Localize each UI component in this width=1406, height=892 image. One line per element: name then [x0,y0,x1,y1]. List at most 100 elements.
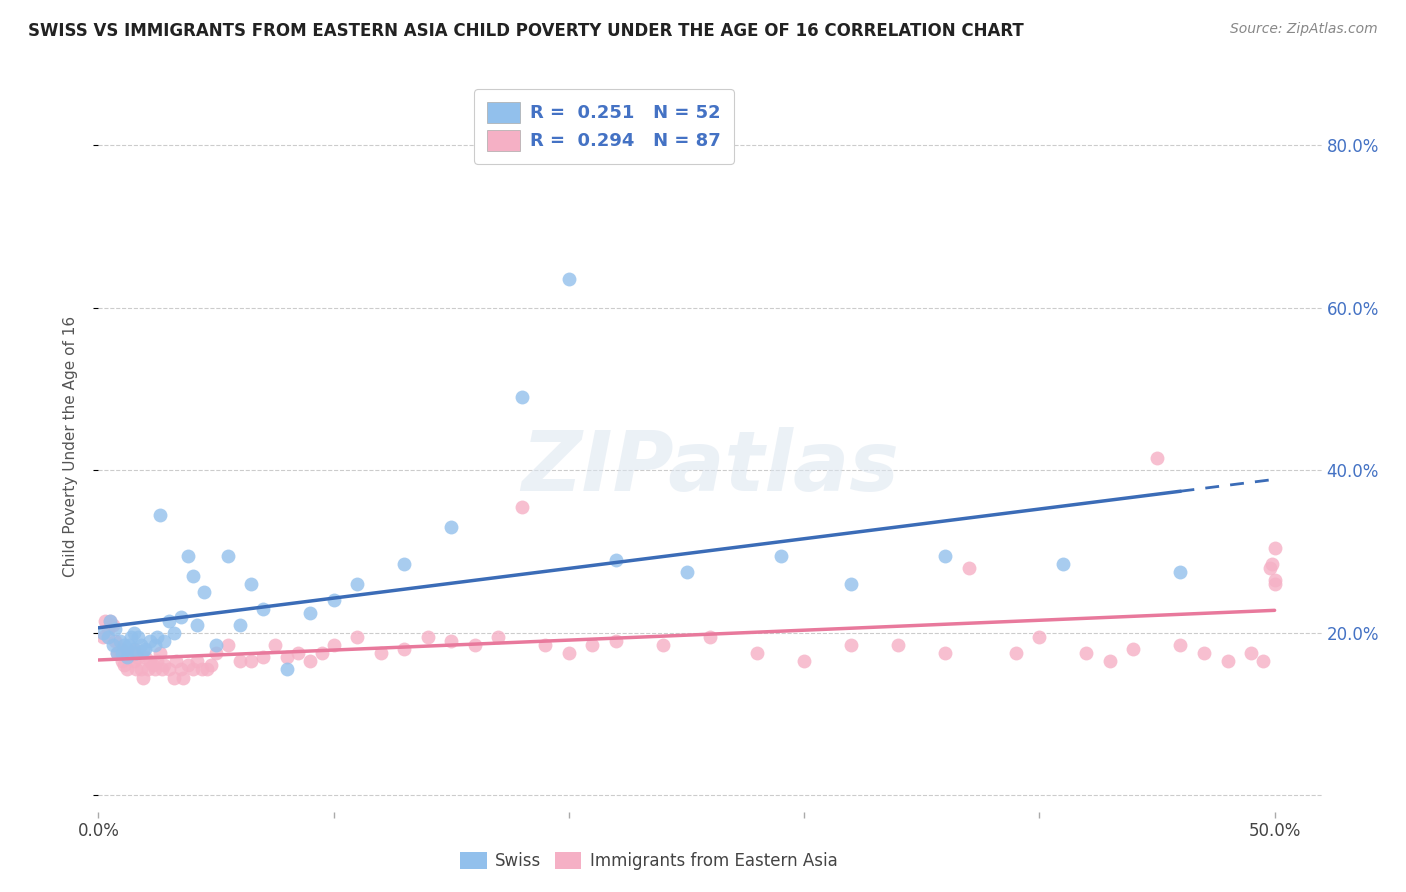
Point [1192,646,1215,660]
Point [200,658,222,673]
Point [115,642,138,657]
Point [104,634,127,648]
Point [101,638,124,652]
Point [105,646,128,660]
Point [105,646,128,660]
Point [101,617,124,632]
Point [1146,451,1168,466]
Point [957,561,980,575]
Point [149,646,172,660]
Point [228,654,250,668]
Point [120,646,142,660]
Point [122,642,145,657]
Point [97,630,120,644]
Point [122,654,145,668]
Point [136,663,159,677]
Point [793,654,815,668]
Point [240,654,263,668]
Point [163,626,186,640]
Point [163,671,186,685]
Point [112,658,135,673]
Point [346,630,368,644]
Point [112,638,135,652]
Point [127,650,149,665]
Point [1076,646,1098,660]
Point [181,569,204,583]
Point [370,646,392,660]
Point [125,646,148,660]
Text: Source: ZipAtlas.com: Source: ZipAtlas.com [1230,22,1378,37]
Point [181,663,204,677]
Point [193,585,215,599]
Point [252,601,274,615]
Point [581,638,603,652]
Text: ZIPatlas: ZIPatlas [522,427,898,508]
Point [118,650,141,665]
Point [675,565,697,579]
Point [134,650,156,665]
Point [157,663,180,677]
Point [127,630,149,644]
Point [1122,642,1144,657]
Point [108,634,131,648]
Point [287,646,309,660]
Point [115,650,138,665]
Point [217,549,239,563]
Point [132,671,155,685]
Point [186,617,208,632]
Point [839,638,862,652]
Point [464,638,486,652]
Point [934,646,956,660]
Point [134,642,156,657]
Point [510,500,533,514]
Point [934,549,956,563]
Point [195,663,218,677]
Point [217,638,239,652]
Point [652,638,675,652]
Point [1264,573,1286,587]
Point [510,390,533,404]
Point [122,642,145,657]
Point [1216,654,1239,668]
Y-axis label: Child Poverty Under the Age of 16: Child Poverty Under the Age of 16 [63,316,77,576]
Point [276,650,298,665]
Point [120,630,142,644]
Point [605,553,627,567]
Point [240,577,263,591]
Point [111,654,134,668]
Point [170,609,193,624]
Point [252,650,274,665]
Point [143,663,166,677]
Point [115,663,138,677]
Point [311,646,333,660]
Point [191,663,214,677]
Point [346,577,368,591]
Point [1170,638,1192,652]
Point [276,663,298,677]
Point [186,654,208,668]
Point [392,557,416,571]
Point [1098,654,1121,668]
Point [839,577,862,591]
Point [129,638,152,652]
Point [558,646,581,660]
Point [91,630,114,644]
Point [1028,630,1050,644]
Point [263,638,285,652]
Point [440,520,463,534]
Point [228,617,250,632]
Point [141,658,163,673]
Point [170,663,193,677]
Point [1264,541,1286,555]
Point [139,654,162,668]
Point [205,638,228,652]
Point [177,549,200,563]
Point [104,622,127,636]
Point [108,646,131,660]
Point [153,658,176,673]
Point [745,646,768,660]
Point [98,614,121,628]
Point [139,634,162,648]
Point [887,638,910,652]
Point [146,654,169,668]
